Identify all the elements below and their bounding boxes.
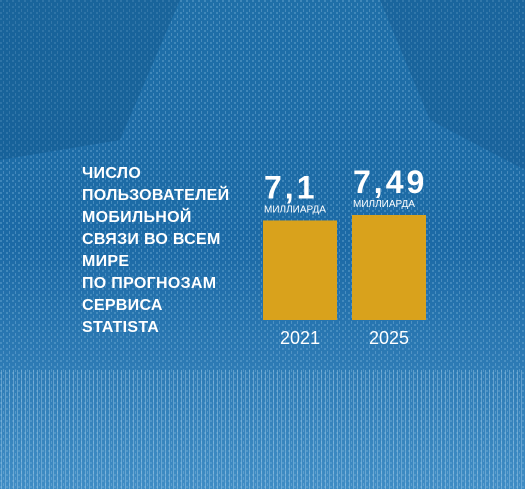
- unit-label: МИЛЛИАРДА: [353, 199, 415, 210]
- bar: [352, 215, 426, 320]
- title-line: СВЯЗИ ВО ВСЕМ: [82, 231, 221, 248]
- title-line: МОБИЛЬНОЙ: [82, 207, 192, 226]
- title-line: ПОЛЬЗОВАТЕЛЕЙ: [82, 185, 229, 204]
- title-line: ЧИСЛО: [82, 165, 141, 182]
- title: ЧИСЛО ПОЛЬЗОВАТЕЛЕЙ МОБИЛЬНОЙ СВЯЗИ ВО ВСЕМ…: [82, 165, 229, 336]
- bar: [263, 220, 337, 320]
- value-label: 7,49: [353, 164, 427, 200]
- unit-label: МИЛЛИАРДА: [264, 204, 326, 215]
- title-line: СЕРВИСА: [82, 297, 163, 314]
- x-tick-label: 2021: [280, 328, 320, 348]
- background-shape: [380, 0, 525, 170]
- title-line: МИРЕ: [82, 253, 129, 270]
- background-shape: [0, 0, 180, 160]
- title-line: ПО ПРОГНОЗАМ: [82, 275, 216, 292]
- title-line: STATISTA: [82, 319, 159, 336]
- background-lines: [0, 370, 525, 489]
- x-tick-label: 2025: [369, 328, 409, 348]
- value-label: 7,1: [264, 169, 317, 205]
